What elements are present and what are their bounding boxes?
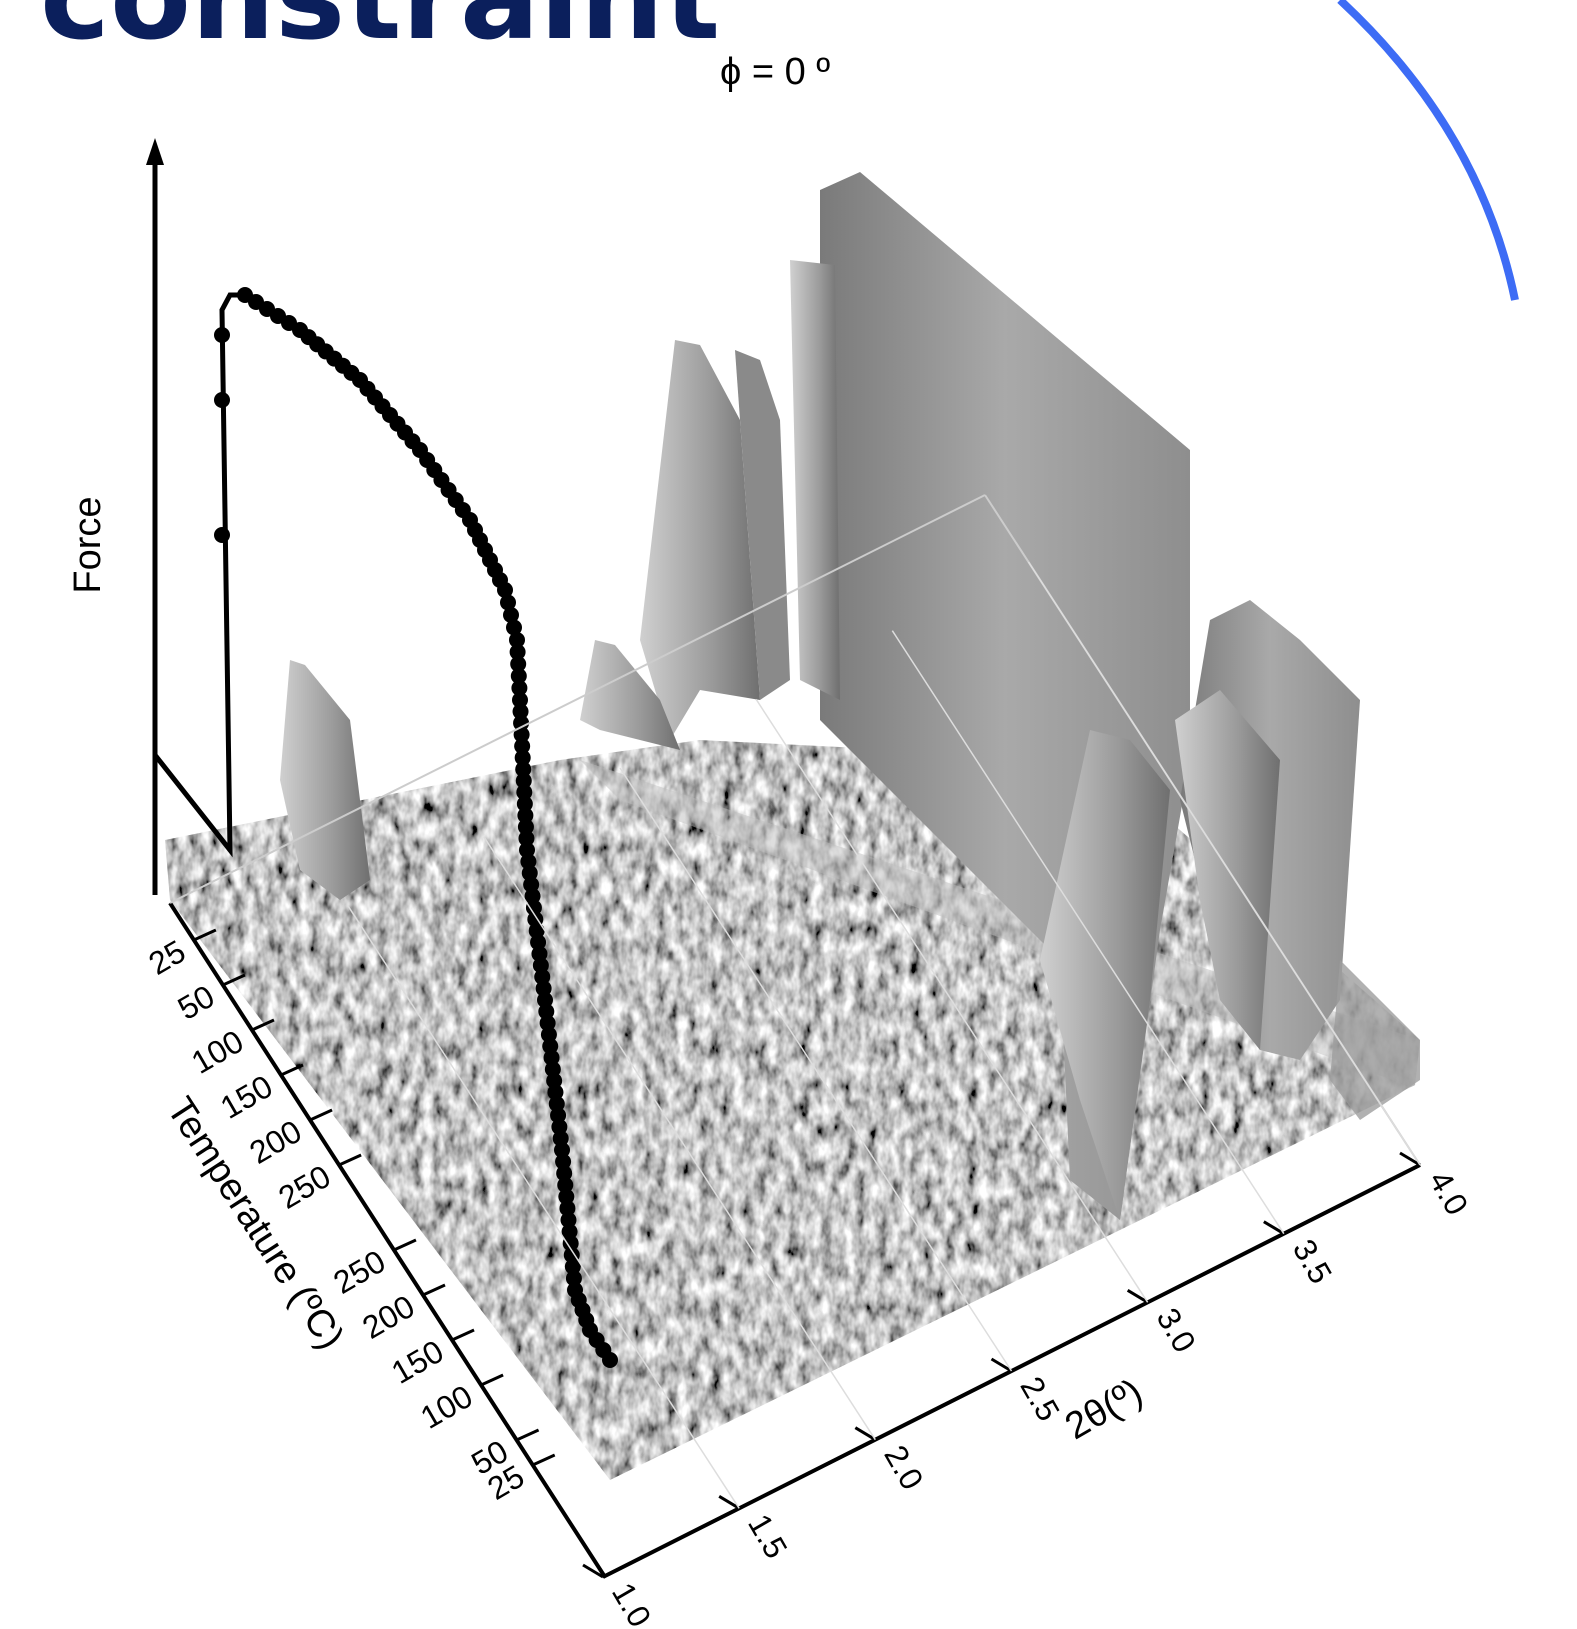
tick-mark bbox=[1264, 1222, 1284, 1234]
temperature-tick-label: 50 bbox=[172, 978, 221, 1027]
curve-dot bbox=[214, 527, 230, 543]
temperature-label: Temperature (ºC) bbox=[158, 1090, 351, 1357]
annotation: ϕ = 0 º bbox=[720, 51, 830, 93]
two-theta-tick-label: 3.0 bbox=[1150, 1302, 1203, 1359]
temperature-tick-label: 200 bbox=[243, 1113, 307, 1171]
tick-mark bbox=[423, 1285, 445, 1295]
two-theta-tick-label: 2.0 bbox=[877, 1439, 930, 1496]
two-theta-tick-label: 1.5 bbox=[741, 1508, 794, 1565]
temperature-tick-label: 250 bbox=[327, 1243, 391, 1301]
two-theta-tick-label: 3.5 bbox=[1286, 1233, 1339, 1290]
curve-dot bbox=[602, 1352, 618, 1368]
curve-dot bbox=[214, 392, 230, 408]
tick-mark bbox=[1128, 1290, 1148, 1302]
tick-mark bbox=[719, 1496, 739, 1508]
curve-dot bbox=[214, 327, 230, 343]
temperature-tick-label: 100 bbox=[185, 1023, 249, 1081]
tick-mark bbox=[452, 1330, 474, 1340]
force-arrow bbox=[146, 138, 164, 165]
temperature-tick-label: 150 bbox=[385, 1333, 449, 1391]
temperature-tick-label: 200 bbox=[356, 1288, 420, 1346]
temperature-tick-label: 25 bbox=[143, 933, 192, 982]
tick-mark bbox=[481, 1375, 503, 1385]
tick-mark bbox=[394, 1240, 416, 1250]
slide-title: constraint bbox=[40, 0, 720, 66]
two-theta-tick-label: 4.0 bbox=[1422, 1165, 1475, 1222]
tick-mark bbox=[517, 1430, 539, 1440]
tick-mark bbox=[992, 1359, 1012, 1371]
tick-mark bbox=[855, 1428, 875, 1440]
temperature-tick-label: 250 bbox=[272, 1158, 336, 1216]
two-theta-tick-label: 2.5 bbox=[1013, 1371, 1066, 1428]
slide: constraint ϕ = 0 º Force 255010015020025… bbox=[0, 0, 1577, 1629]
temperature-tick-label: 100 bbox=[414, 1378, 478, 1436]
temperature-tick-label: 150 bbox=[214, 1068, 278, 1126]
tick-mark bbox=[310, 1110, 332, 1120]
two-theta-label: 2θ(º) bbox=[1058, 1371, 1150, 1448]
tick-mark bbox=[533, 1455, 555, 1465]
force-label: Force bbox=[67, 496, 109, 593]
tick-mark bbox=[339, 1155, 361, 1165]
two-theta-tick-label: 1.0 bbox=[605, 1577, 658, 1629]
decor-arc bbox=[1340, 0, 1515, 300]
